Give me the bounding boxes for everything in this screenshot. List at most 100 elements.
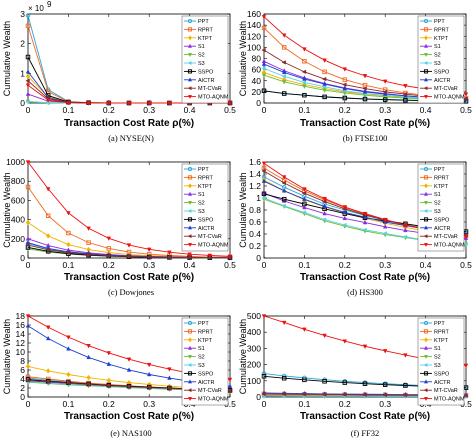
data-point-mto-aqnm: [463, 234, 469, 240]
data-point-mto-aqnm: [261, 161, 267, 166]
legend: PPT RPRT KTPT S1 S2 S3 SSPO AICTR MT-CVaR MTO-AQN…: [181, 15, 229, 104]
data-point-mt-cvar: [261, 168, 266, 174]
data-point-s1: [25, 236, 31, 241]
legend-label: SSPO: [198, 69, 214, 75]
data-point-mto-aqnm: [167, 367, 172, 372]
data-point-s1: [362, 219, 368, 225]
data-point-mt-cvar: [166, 255, 172, 260]
legend-marker: [187, 217, 193, 222]
data-point-mt-cvar: [261, 391, 266, 397]
legend-label: S1: [434, 192, 441, 198]
legend-label: AICTR: [434, 380, 451, 386]
data-point-aictr: [261, 61, 267, 66]
legend-marker: [187, 243, 193, 248]
legend: PPT RPRT KTPT S1 S2 S3 SSPO AICTR MT-CVaR MTO-AQN…: [417, 317, 465, 406]
y-tick-label: 80: [252, 54, 262, 64]
data-point-mt-cvar: [362, 86, 367, 91]
data-point-s2: [322, 88, 327, 93]
plot-frame: [27, 315, 231, 398]
legend-marker: [423, 225, 429, 230]
data-point-ktpt: [66, 241, 71, 248]
legend-label: KTPT: [434, 36, 449, 42]
legend-marker: [423, 27, 429, 32]
data-point-mto-aqnm: [146, 247, 152, 253]
data-point-mto-aqnm: [281, 320, 287, 326]
data-point-mto-aqnm: [66, 211, 71, 216]
data-point-aictr: [25, 323, 31, 328]
data-point-mt-cvar: [166, 386, 172, 391]
x-tick-label: 0: [26, 260, 31, 270]
legend-label: RPRT: [434, 175, 450, 181]
legend-marker: [423, 69, 429, 74]
legend-label: AICTR: [198, 78, 215, 84]
legend-marker: [188, 337, 192, 343]
x-axis-label: Transaction Cost Rate ρ(%): [64, 411, 194, 422]
data-point-mt-cvar: [106, 253, 111, 258]
legend-label: S2: [434, 53, 441, 59]
data-point-rprt: [66, 230, 71, 236]
y-tick-label: 140: [247, 20, 261, 30]
data-point-mto-aqnm: [126, 101, 132, 106]
data-point-mt-cvar: [301, 69, 307, 75]
data-point-aictr: [322, 81, 327, 86]
legend-marker: [423, 95, 429, 100]
data-point-mt-cvar: [463, 96, 468, 101]
y-tick-label: 400: [247, 327, 261, 337]
y-tick-label: 2: [20, 39, 25, 49]
legend-label: MTO-AQNM: [434, 397, 465, 403]
data-point-ktpt: [25, 363, 31, 370]
data-point-mt-cvar: [382, 392, 387, 398]
legend-marker: [187, 355, 193, 360]
legend: PPT RPRT KTPT S1 S2 S3 SSPO AICTR MT-CVaR MTO-AQN…: [181, 317, 229, 406]
data-point-aictr: [167, 375, 172, 380]
data-point-mto-aqnm: [66, 335, 71, 340]
data-point-s3: [261, 195, 266, 201]
panel-caption: (f) FF32: [351, 428, 380, 438]
legend-label: S2: [198, 201, 205, 207]
data-point-s3: [281, 74, 286, 79]
y-tick-label: 0: [20, 98, 25, 108]
data-point-mto-aqnm: [146, 362, 152, 368]
legend-label: KTPT: [198, 184, 213, 190]
x-tick-label: 0.5: [460, 260, 472, 270]
data-point-rprt: [25, 23, 31, 29]
data-point-mto-aqnm: [207, 253, 213, 259]
legend-label: KTPT: [434, 184, 449, 190]
panel-caption: (d) HS300: [347, 287, 383, 297]
legend-marker: [188, 35, 192, 41]
data-point-mt-cvar: [65, 380, 71, 386]
legend-label: KTPT: [434, 338, 449, 344]
legend-label: S3: [434, 61, 441, 67]
legend-label: S3: [434, 209, 441, 215]
x-tick-label: 0.2: [103, 399, 115, 409]
data-point-s2: [261, 73, 267, 78]
data-point-mt-cvar: [25, 78, 30, 83]
data-point-aictr: [86, 354, 91, 360]
data-point-sspo: [281, 196, 287, 202]
data-point-mto-aqnm: [302, 47, 307, 52]
data-point-mt-cvar: [126, 254, 131, 259]
x-tick-label: 0.5: [224, 105, 236, 115]
data-point-mto-aqnm: [382, 79, 388, 85]
data-point-s3: [362, 227, 367, 233]
data-point-mt-cvar: [301, 392, 307, 397]
data-point-aictr: [261, 178, 267, 183]
x-axis-label: Transaction Cost Rate ρ(%): [300, 272, 430, 283]
x-axis-label: Transaction Cost Rate ρ(%): [64, 272, 194, 283]
data-point-mto-aqnm: [167, 250, 172, 255]
legend-marker: [423, 86, 428, 91]
legend-label: S2: [198, 355, 205, 361]
legend-label: PPT: [198, 19, 209, 25]
y-tick-label: 0: [20, 392, 25, 402]
data-point-s1: [25, 91, 31, 96]
x-tick-label: 0: [26, 105, 31, 115]
legend-marker: [187, 69, 193, 74]
data-point-s3: [25, 99, 30, 105]
legend-label: S2: [198, 53, 205, 59]
legend-label: MT-CVaR: [198, 234, 222, 240]
data-point-mto-aqnm: [463, 363, 469, 369]
x-tick-label: 0.4: [420, 260, 432, 270]
y-tick-label: 0: [20, 253, 25, 263]
legend-label: S3: [434, 363, 441, 369]
data-point-mt-cvar: [227, 388, 232, 393]
